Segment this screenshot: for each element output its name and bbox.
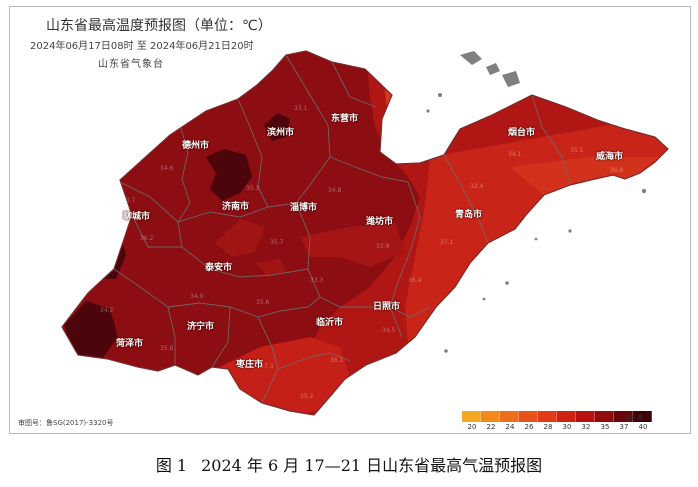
grid-value: 35.3 bbox=[246, 185, 260, 192]
islands bbox=[426, 51, 647, 353]
figure-caption: 图 1 2024 年 6 月 17—21 日山东省最高气温预报图 bbox=[0, 452, 698, 476]
city-label-dezhou: 德州市 bbox=[182, 141, 210, 151]
forecast-period: 2024年06月17日08时 至 2024年06月21日20时 bbox=[30, 37, 254, 52]
grid-value: 34.1 bbox=[508, 151, 522, 158]
grid-value: 34.8 bbox=[328, 187, 342, 194]
grid-value: 33.9 bbox=[376, 243, 390, 250]
legend-tick: 32 bbox=[581, 423, 591, 431]
legend-tick: 22 bbox=[486, 423, 496, 431]
legend-tick-row: 20 22 24 26 28 30 32 35 37 40 bbox=[462, 423, 652, 433]
grid-value: 36.6 bbox=[480, 277, 494, 284]
legend-color-bar bbox=[462, 411, 652, 422]
period-start: 2024年06月17日08时 bbox=[30, 41, 134, 52]
grid-value: 34.6 bbox=[160, 165, 174, 172]
province-outline bbox=[61, 50, 669, 416]
legend-tick: 40 bbox=[638, 423, 648, 431]
grid-value: 36.8 bbox=[610, 167, 624, 174]
legend-swatch bbox=[595, 411, 614, 422]
issuing-agency: 山东省气象台 bbox=[98, 59, 164, 70]
city-label-yantai: 烟台市 bbox=[508, 128, 536, 138]
legend-tick: 26 bbox=[524, 423, 534, 431]
legend-swatch bbox=[633, 411, 652, 422]
city-label-jinan: 济南市 bbox=[222, 202, 250, 212]
grid-value: 36.2 bbox=[140, 235, 154, 242]
legend-unit: 摄氏度 bbox=[625, 415, 644, 422]
legend-swatch bbox=[614, 411, 633, 422]
temperature-legend: 20 22 24 26 28 30 32 35 37 40 摄氏度 bbox=[462, 411, 652, 433]
grid-value: 32.4 bbox=[470, 183, 484, 190]
grid-value: 32.2 bbox=[232, 87, 246, 94]
province-fill bbox=[62, 51, 668, 415]
city-label-zaozhuang: 枣庄市 bbox=[236, 360, 264, 370]
grid-value: 37.3 bbox=[260, 363, 274, 370]
map-frame: 山东省最高温度预报图（单位：℃） 2024年06月17日08时 至 2024年0… bbox=[9, 6, 691, 434]
legend-swatch bbox=[462, 411, 481, 422]
city-label-liaocheng: 聊城市 bbox=[123, 212, 151, 222]
grid-value: 35.6 bbox=[256, 299, 270, 306]
grid-value: 35.9 bbox=[538, 207, 552, 214]
city-label-binzhou: 滨州市 bbox=[267, 128, 295, 138]
grid-value: 36.4 bbox=[408, 277, 422, 284]
legend-tick: 30 bbox=[562, 423, 572, 431]
legend-swatch bbox=[557, 411, 576, 422]
city-label-heze: 菏泽市 bbox=[116, 339, 144, 349]
legend-swatch bbox=[500, 411, 519, 422]
city-label-taian: 泰安市 bbox=[205, 263, 233, 273]
city-label-rizhao: 日照市 bbox=[373, 302, 401, 312]
city-label-dongying: 东营市 bbox=[331, 114, 359, 124]
grid-value: 36.1 bbox=[330, 357, 344, 364]
legend-swatch bbox=[576, 411, 595, 422]
city-label-zibo: 淄博市 bbox=[290, 203, 318, 213]
grid-value: 34.5 bbox=[382, 327, 396, 334]
legend-swatch bbox=[519, 411, 538, 422]
legend-tick: 28 bbox=[543, 423, 553, 431]
grid-value: 34.9 bbox=[190, 293, 204, 300]
grid-value: 35.8 bbox=[160, 345, 174, 352]
legend-swatch bbox=[481, 411, 500, 422]
city-label-jining: 济宁市 bbox=[187, 322, 215, 332]
city-label-qingdao: 青岛市 bbox=[455, 210, 483, 220]
temperature-map bbox=[61, 50, 669, 416]
grid-value: 35.2 bbox=[300, 393, 314, 400]
period-separator: 至 bbox=[136, 41, 147, 52]
city-label-weihai: 威海市 bbox=[596, 152, 624, 162]
grid-value: 33.1 bbox=[294, 105, 308, 112]
figure-label: 图 1 bbox=[155, 456, 188, 475]
grid-value: 34.2 bbox=[100, 307, 114, 314]
map-title: 山东省最高温度预报图（单位：℃） bbox=[46, 18, 272, 34]
grid-value: 37.1 bbox=[440, 239, 454, 246]
grid-value: 35.5 bbox=[570, 147, 584, 154]
grid-value: 35.7 bbox=[270, 239, 284, 246]
legend-tick: 37 bbox=[619, 423, 629, 431]
map-approval-number: 审图号：鲁SG(2017)-3320号 bbox=[18, 419, 114, 427]
city-label-linyi: 临沂市 bbox=[316, 318, 344, 328]
legend-tick: 35 bbox=[600, 423, 610, 431]
grid-value: 33.3 bbox=[310, 277, 324, 284]
period-end: 2024年06月21日20时 bbox=[150, 41, 254, 52]
legend-tick: 20 bbox=[467, 423, 477, 431]
city-boundaries bbox=[113, 54, 571, 404]
grid-value: 33.7 bbox=[122, 197, 136, 204]
legend-tick: 24 bbox=[505, 423, 515, 431]
figure-caption-text: 2024 年 6 月 17—21 日山东省最高气温预报图 bbox=[201, 456, 543, 475]
legend-swatch bbox=[538, 411, 557, 422]
city-label-weifang: 潍坊市 bbox=[366, 217, 394, 227]
